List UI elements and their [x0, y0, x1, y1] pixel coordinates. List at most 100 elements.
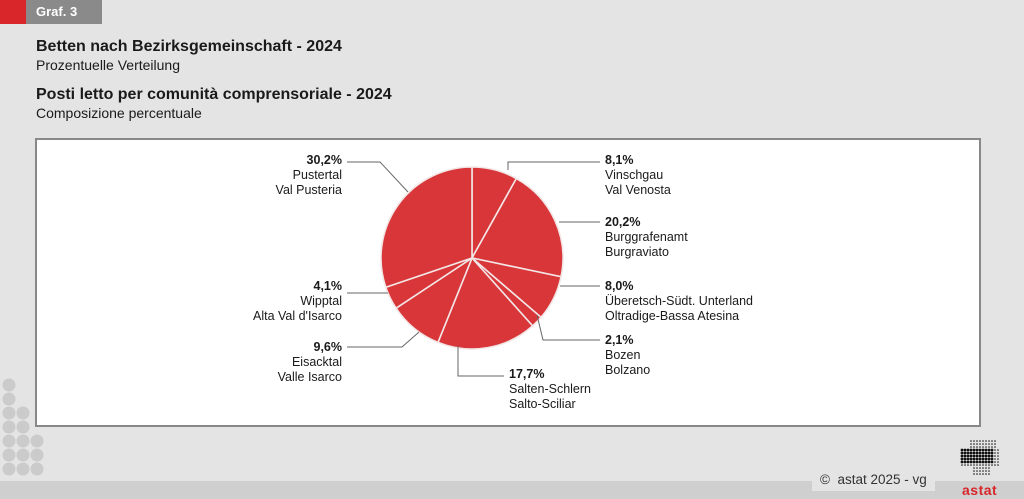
logo-dot [997, 458, 999, 460]
logo-dot [991, 464, 993, 466]
logo-dot [985, 467, 987, 469]
logo-dot [970, 446, 972, 448]
logo-dot [966, 454, 970, 458]
footer-bar [0, 481, 1024, 499]
logo-dot [966, 457, 970, 461]
logo-dot [978, 457, 982, 461]
logo-dot [969, 454, 973, 458]
logo-dot [963, 448, 967, 452]
copyright-icon: © [820, 472, 830, 487]
logo-dot [991, 443, 993, 445]
decor-dot [2, 420, 16, 434]
logo-dot [985, 443, 987, 445]
logo-dot [976, 443, 978, 445]
logo-dot [966, 460, 970, 464]
slice-name-italian: Val Pusteria [276, 183, 343, 197]
slice-name-italian: Salto-Sciliar [509, 397, 576, 411]
logo-dot [997, 452, 999, 454]
logo-dot [997, 455, 999, 457]
decor-dot [2, 434, 16, 448]
logo-dot [979, 467, 981, 469]
logo-dot [970, 464, 972, 466]
slice-value-label: 8,0% [605, 279, 634, 293]
decor-dot [2, 392, 16, 406]
logo-dot [985, 464, 987, 466]
leader-line [347, 331, 420, 348]
logo-dot [972, 448, 976, 452]
logo-dot [994, 461, 996, 463]
logo-dot [973, 443, 975, 445]
decor-dot [16, 434, 30, 448]
logo-dot [975, 451, 979, 455]
logo-dot [976, 440, 978, 442]
slice-name-italian: Val Venosta [605, 183, 671, 197]
logo-dot [994, 458, 996, 460]
logo-dot [981, 460, 985, 464]
slice-name-italian: Burgraviato [605, 245, 669, 259]
logo-dot [979, 470, 981, 472]
logo-dot [973, 446, 975, 448]
slice-name-german: Salten-Schlern [509, 382, 591, 396]
logo-dot [960, 448, 964, 452]
pie-slice-pustertal [380, 166, 473, 289]
leader-line [507, 161, 600, 170]
copyright-notice: © astat 2025 - vg [812, 469, 935, 491]
logo-dot [972, 457, 976, 461]
logo-dot [979, 473, 981, 475]
logo-dot [988, 470, 990, 472]
slice-name-italian: Valle Isarco [278, 370, 342, 384]
logo-dot [988, 440, 990, 442]
logo-dot [969, 448, 973, 452]
pie-slice-salten-schlern [436, 256, 534, 350]
logo-dot [984, 454, 988, 458]
logo-dot [988, 473, 990, 475]
logo-dot [979, 464, 981, 466]
logo-dot [978, 460, 982, 464]
logo-dot [994, 443, 996, 445]
logo-dot [990, 460, 994, 464]
logo-dot [976, 467, 978, 469]
logo-dot [982, 470, 984, 472]
slice-name-german: Burggrafenamt [605, 230, 688, 244]
slice-name-german: Wipptal [300, 294, 342, 308]
slice-value-label: 9,6% [314, 340, 343, 354]
decor-dot [2, 462, 16, 476]
logo-dot [975, 457, 979, 461]
logo-dot [967, 464, 969, 466]
logo-dot [976, 470, 978, 472]
logo-dot [972, 451, 976, 455]
logo-dot [985, 473, 987, 475]
logo-dot [979, 446, 981, 448]
decor-dot [16, 420, 30, 434]
logo-dot [975, 454, 979, 458]
logo-dot [981, 457, 985, 461]
graph-badge-accent [0, 0, 26, 24]
copyright-text: astat 2025 - vg [837, 472, 927, 487]
logo-dot [997, 449, 999, 451]
logo-dot [985, 470, 987, 472]
decor-dot [2, 378, 16, 392]
logo-dot [988, 467, 990, 469]
logo-dot [976, 446, 978, 448]
logo-dot [988, 446, 990, 448]
logo-dot [984, 460, 988, 464]
logo-dot [973, 470, 975, 472]
chart-subtitle-italian: Composizione percentuale [36, 105, 202, 121]
logo-dot [969, 457, 973, 461]
logo-dot [997, 464, 999, 466]
logo-dot [981, 448, 985, 452]
decor-dot [2, 448, 16, 462]
logo-dot [982, 440, 984, 442]
logo-dot [982, 446, 984, 448]
logo-dot [973, 467, 975, 469]
logo-dot [960, 457, 964, 461]
logo-dot [994, 455, 996, 457]
logo-dot [990, 454, 994, 458]
slice-name-german: Pustertal [293, 168, 342, 182]
logo-dot [994, 440, 996, 442]
decor-dot [16, 406, 30, 420]
leader-line [347, 161, 409, 193]
logo-dot [973, 440, 975, 442]
logo-dot [973, 464, 975, 466]
